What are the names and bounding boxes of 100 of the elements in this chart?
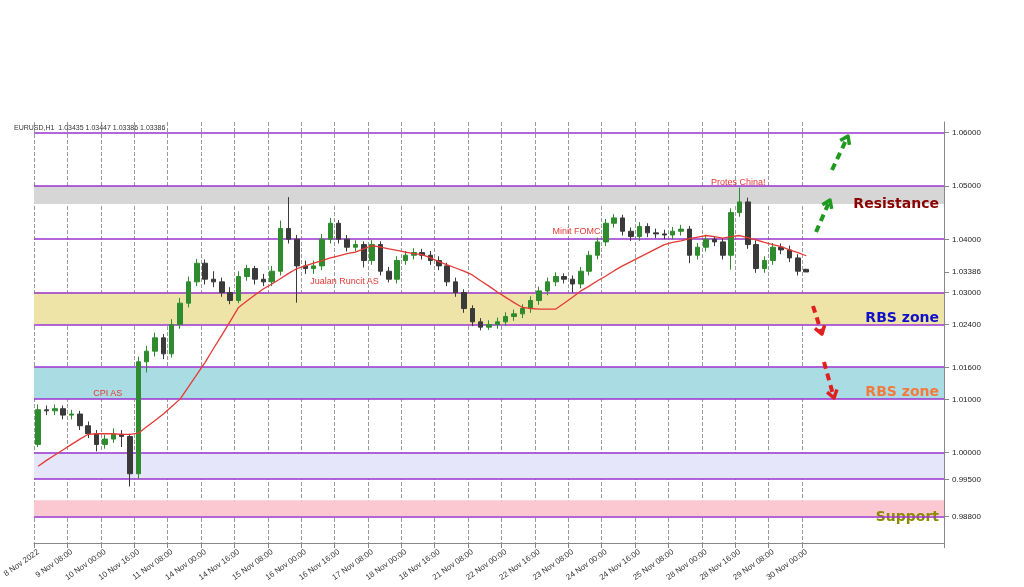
candlestick [269, 265, 275, 287]
candlestick [670, 226, 675, 240]
candlestick [453, 277, 458, 298]
candlestick [720, 237, 726, 260]
candlestick [386, 266, 392, 283]
y-tick-label: 1.01000 [952, 394, 982, 404]
candlestick [77, 410, 83, 431]
candlestick [286, 196, 291, 244]
candlestick [102, 434, 108, 450]
candlestick [611, 213, 617, 229]
y-tick-label: 1.00000 [952, 447, 982, 457]
candlestick [111, 427, 116, 444]
candlestick [461, 288, 467, 314]
candlestick [712, 235, 717, 247]
candlestick [319, 233, 325, 271]
candlestick [787, 245, 792, 263]
y-tick-label: 1.03386 [952, 267, 982, 277]
candlestick [653, 228, 659, 239]
candlestick [136, 355, 141, 480]
band-label: RBS zone [865, 308, 939, 325]
candlestick [211, 270, 216, 288]
candlestick [177, 297, 183, 330]
candlestick [737, 187, 742, 218]
candlestick [311, 260, 316, 275]
candlestick [44, 405, 49, 416]
candlestick [303, 260, 308, 275]
band-label: RBS zone [865, 383, 939, 400]
line-series [37, 234, 807, 467]
y-tick-label: 1.04000 [952, 234, 982, 244]
candlestick [294, 234, 300, 304]
candlestick [252, 265, 258, 286]
candlestick [194, 258, 200, 287]
y-tick-label: 0.98800 [952, 511, 982, 521]
candlestick [662, 229, 667, 240]
candlestick [595, 237, 600, 260]
candlestick [328, 217, 333, 244]
candlestick [219, 277, 225, 298]
candlestick [127, 433, 133, 488]
band-label: Support [875, 508, 940, 525]
candlestick [586, 250, 592, 276]
candlestick [536, 286, 542, 306]
candlestick [486, 319, 492, 331]
candlestick [361, 240, 367, 268]
candlestick [678, 224, 684, 237]
annotation: CPI AS [93, 387, 123, 398]
candlestick [470, 304, 475, 327]
candlestick [353, 239, 358, 252]
candlestick [628, 227, 634, 242]
candlestick [753, 239, 759, 274]
candlestick [570, 274, 575, 294]
candlestick [803, 268, 809, 273]
candlestick [503, 311, 508, 327]
candlestick [152, 332, 158, 357]
candlestick [578, 266, 584, 289]
candlestick [278, 220, 283, 276]
candlestick [186, 276, 191, 308]
annotation: Jualan Runcit AS [310, 275, 379, 286]
candlestick [69, 409, 74, 420]
candlestick [378, 240, 383, 276]
y-tick-label: 1.05000 [952, 181, 982, 191]
candlestick [52, 403, 58, 416]
candlestick [645, 222, 650, 238]
candlestick [94, 429, 99, 452]
y-tick-label: 1.02400 [952, 320, 982, 330]
candlestick [336, 219, 341, 244]
candlestick [35, 403, 41, 448]
candlestick [762, 255, 767, 274]
candlestick [745, 197, 751, 250]
candlestick [202, 258, 208, 286]
candlestick [620, 214, 625, 237]
candlestick [60, 405, 66, 420]
candlestick [728, 207, 734, 271]
candlestick [403, 250, 408, 266]
y-tick-label: 1.03000 [952, 288, 982, 298]
candlestick [85, 421, 91, 439]
annotation: Protes China! [711, 177, 766, 188]
candlestick [244, 264, 250, 282]
y-tick-label: 1.01600 [952, 362, 982, 372]
annotation: Minit FOMC [552, 225, 601, 236]
candlestick [795, 253, 801, 276]
candlestick [695, 242, 700, 260]
y-tick-label: 1.06000 [952, 128, 982, 138]
candlestick [561, 272, 567, 284]
candlestick [344, 234, 350, 252]
candlestick [520, 303, 525, 319]
candlestick [144, 345, 149, 373]
candlestick [770, 242, 776, 266]
candlestick [637, 221, 642, 242]
candlestick [553, 271, 559, 287]
candlestick [703, 234, 709, 252]
candlestick [495, 317, 500, 330]
candlestick [236, 270, 241, 304]
candlestick [227, 286, 233, 305]
candlestick [545, 277, 550, 296]
band-label: Resistance [853, 195, 939, 212]
candlestick [478, 317, 483, 331]
candlestick [169, 318, 174, 359]
candlestick [394, 255, 400, 284]
candlestick [444, 262, 450, 287]
candlestick [369, 239, 375, 266]
